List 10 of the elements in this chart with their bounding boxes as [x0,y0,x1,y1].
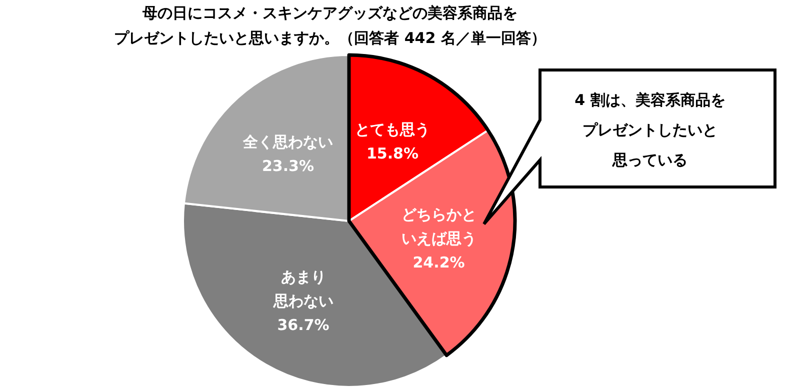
slice-label: とても思う [354,120,430,139]
data-label: 15.8% [366,144,419,163]
text: 4 割は、美容系商品をプレゼントしたいと思っている [574,91,726,169]
data-label: 24.2% [412,254,465,272]
slice-label: どちらかといえば思う [401,206,476,248]
data-label: 36.7% [277,316,330,334]
chart-title: 母の日にコスメ・スキンケアグッズなどの美容系商品をプレゼントしたいと思いますか。（回答者 442 名／単一回答） [114,4,546,47]
data-label: 23.3% [262,157,314,176]
slice-label: 全く思わない [242,133,333,152]
slice-label: あまり思わない [272,268,334,310]
